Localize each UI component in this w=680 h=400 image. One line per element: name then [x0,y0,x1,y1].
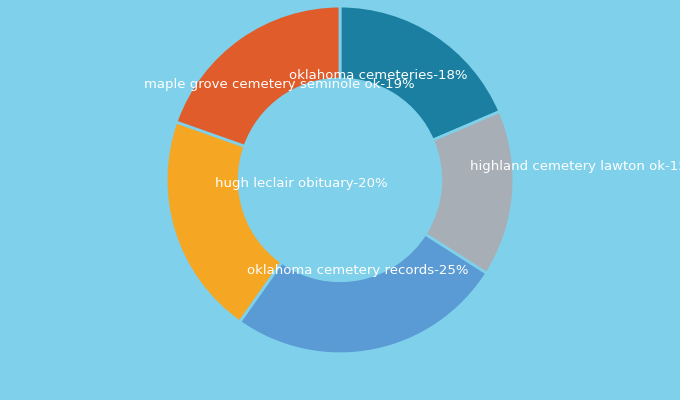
Wedge shape [340,6,500,140]
Wedge shape [176,6,340,146]
Text: highland cemetery lawton ok-15%: highland cemetery lawton ok-15% [471,160,680,172]
Text: oklahoma cemeteries-18%: oklahoma cemeteries-18% [289,69,467,82]
Wedge shape [239,234,487,354]
Wedge shape [425,112,514,273]
Text: hugh leclair obituary-20%: hugh leclair obituary-20% [215,177,388,190]
Text: oklahoma cemetery records-25%: oklahoma cemetery records-25% [247,264,468,277]
Text: maple grove cemetery seminole ok-19%: maple grove cemetery seminole ok-19% [144,78,415,91]
Wedge shape [166,122,282,322]
